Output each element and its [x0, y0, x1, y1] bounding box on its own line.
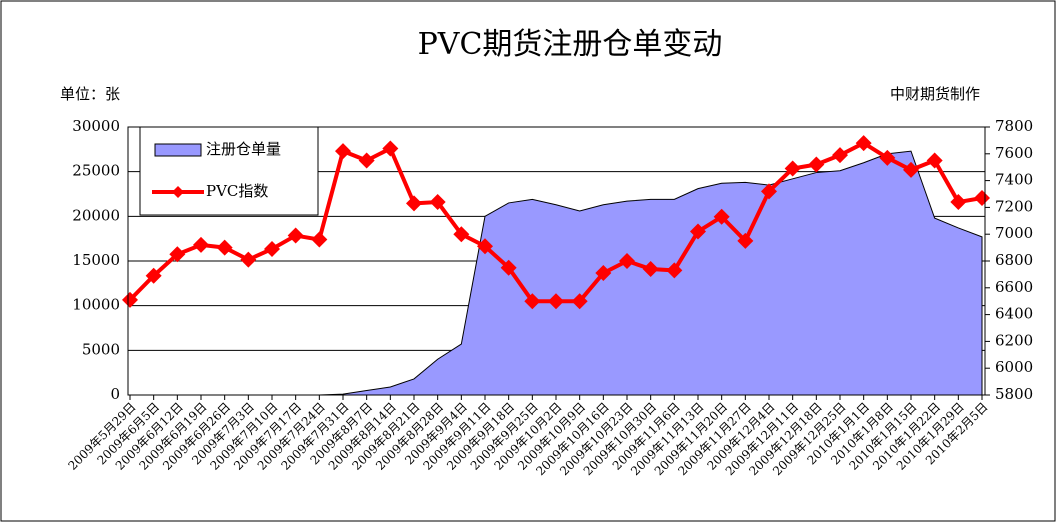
y2-tick-label: 7800 — [995, 117, 1033, 135]
point — [619, 253, 635, 269]
y2-tick-label: 6000 — [995, 358, 1033, 376]
legend-swatch-point — [172, 186, 184, 198]
point — [406, 195, 422, 212]
point — [926, 152, 943, 169]
point — [524, 293, 541, 310]
chart-title: PVC期货注册仓单变动 — [418, 27, 723, 62]
point — [500, 259, 517, 276]
point — [287, 227, 304, 244]
y2-tick-label: 6400 — [995, 305, 1033, 323]
point — [595, 265, 612, 282]
point — [879, 149, 896, 166]
point — [713, 208, 730, 225]
point — [145, 267, 162, 284]
point — [832, 147, 848, 164]
y2-tick-label: 7000 — [995, 224, 1033, 242]
point — [666, 262, 683, 279]
unit-note: 单位：张 — [60, 85, 120, 103]
point — [382, 140, 399, 157]
point — [477, 238, 493, 255]
point — [690, 223, 706, 240]
y2-tick-label: 7200 — [995, 197, 1033, 215]
y-tick-label: 10000 — [72, 296, 120, 314]
y2-tick-label: 7400 — [995, 171, 1033, 189]
point — [548, 293, 564, 310]
point — [264, 240, 280, 257]
point — [429, 194, 446, 211]
point — [122, 291, 138, 308]
y2-tick-label: 5800 — [995, 385, 1033, 403]
y-tick-label: 15000 — [72, 251, 120, 269]
legend-label: 注册仓单量 — [206, 140, 281, 158]
legend-label: PVC指数 — [206, 182, 268, 200]
point — [216, 239, 233, 256]
point — [784, 160, 801, 177]
point — [193, 236, 209, 253]
point — [974, 190, 990, 207]
point — [311, 231, 328, 248]
y-tick-label: 0 — [110, 385, 120, 403]
y-tick-label: 5000 — [82, 340, 120, 358]
point — [737, 232, 754, 249]
point — [642, 261, 659, 278]
y2-tick-label: 7600 — [995, 144, 1033, 162]
point — [453, 226, 470, 243]
y-tick-label: 30000 — [72, 117, 120, 135]
y2-tick-label: 6200 — [995, 331, 1033, 349]
y-tick-label: 25000 — [72, 162, 120, 180]
point — [950, 194, 967, 211]
point — [358, 152, 375, 169]
y2-tick-label: 6800 — [995, 251, 1033, 269]
legend — [139, 126, 319, 216]
point — [855, 135, 872, 152]
point — [240, 251, 257, 268]
point — [903, 161, 919, 178]
point — [761, 183, 777, 200]
source-note: 中财期货制作 — [890, 85, 980, 103]
point — [335, 143, 351, 160]
y2-tick-label: 6600 — [995, 278, 1033, 296]
y-tick-label: 20000 — [72, 206, 120, 224]
point — [169, 246, 186, 263]
point — [571, 293, 588, 310]
point — [808, 156, 825, 173]
legend-swatch — [154, 143, 202, 157]
